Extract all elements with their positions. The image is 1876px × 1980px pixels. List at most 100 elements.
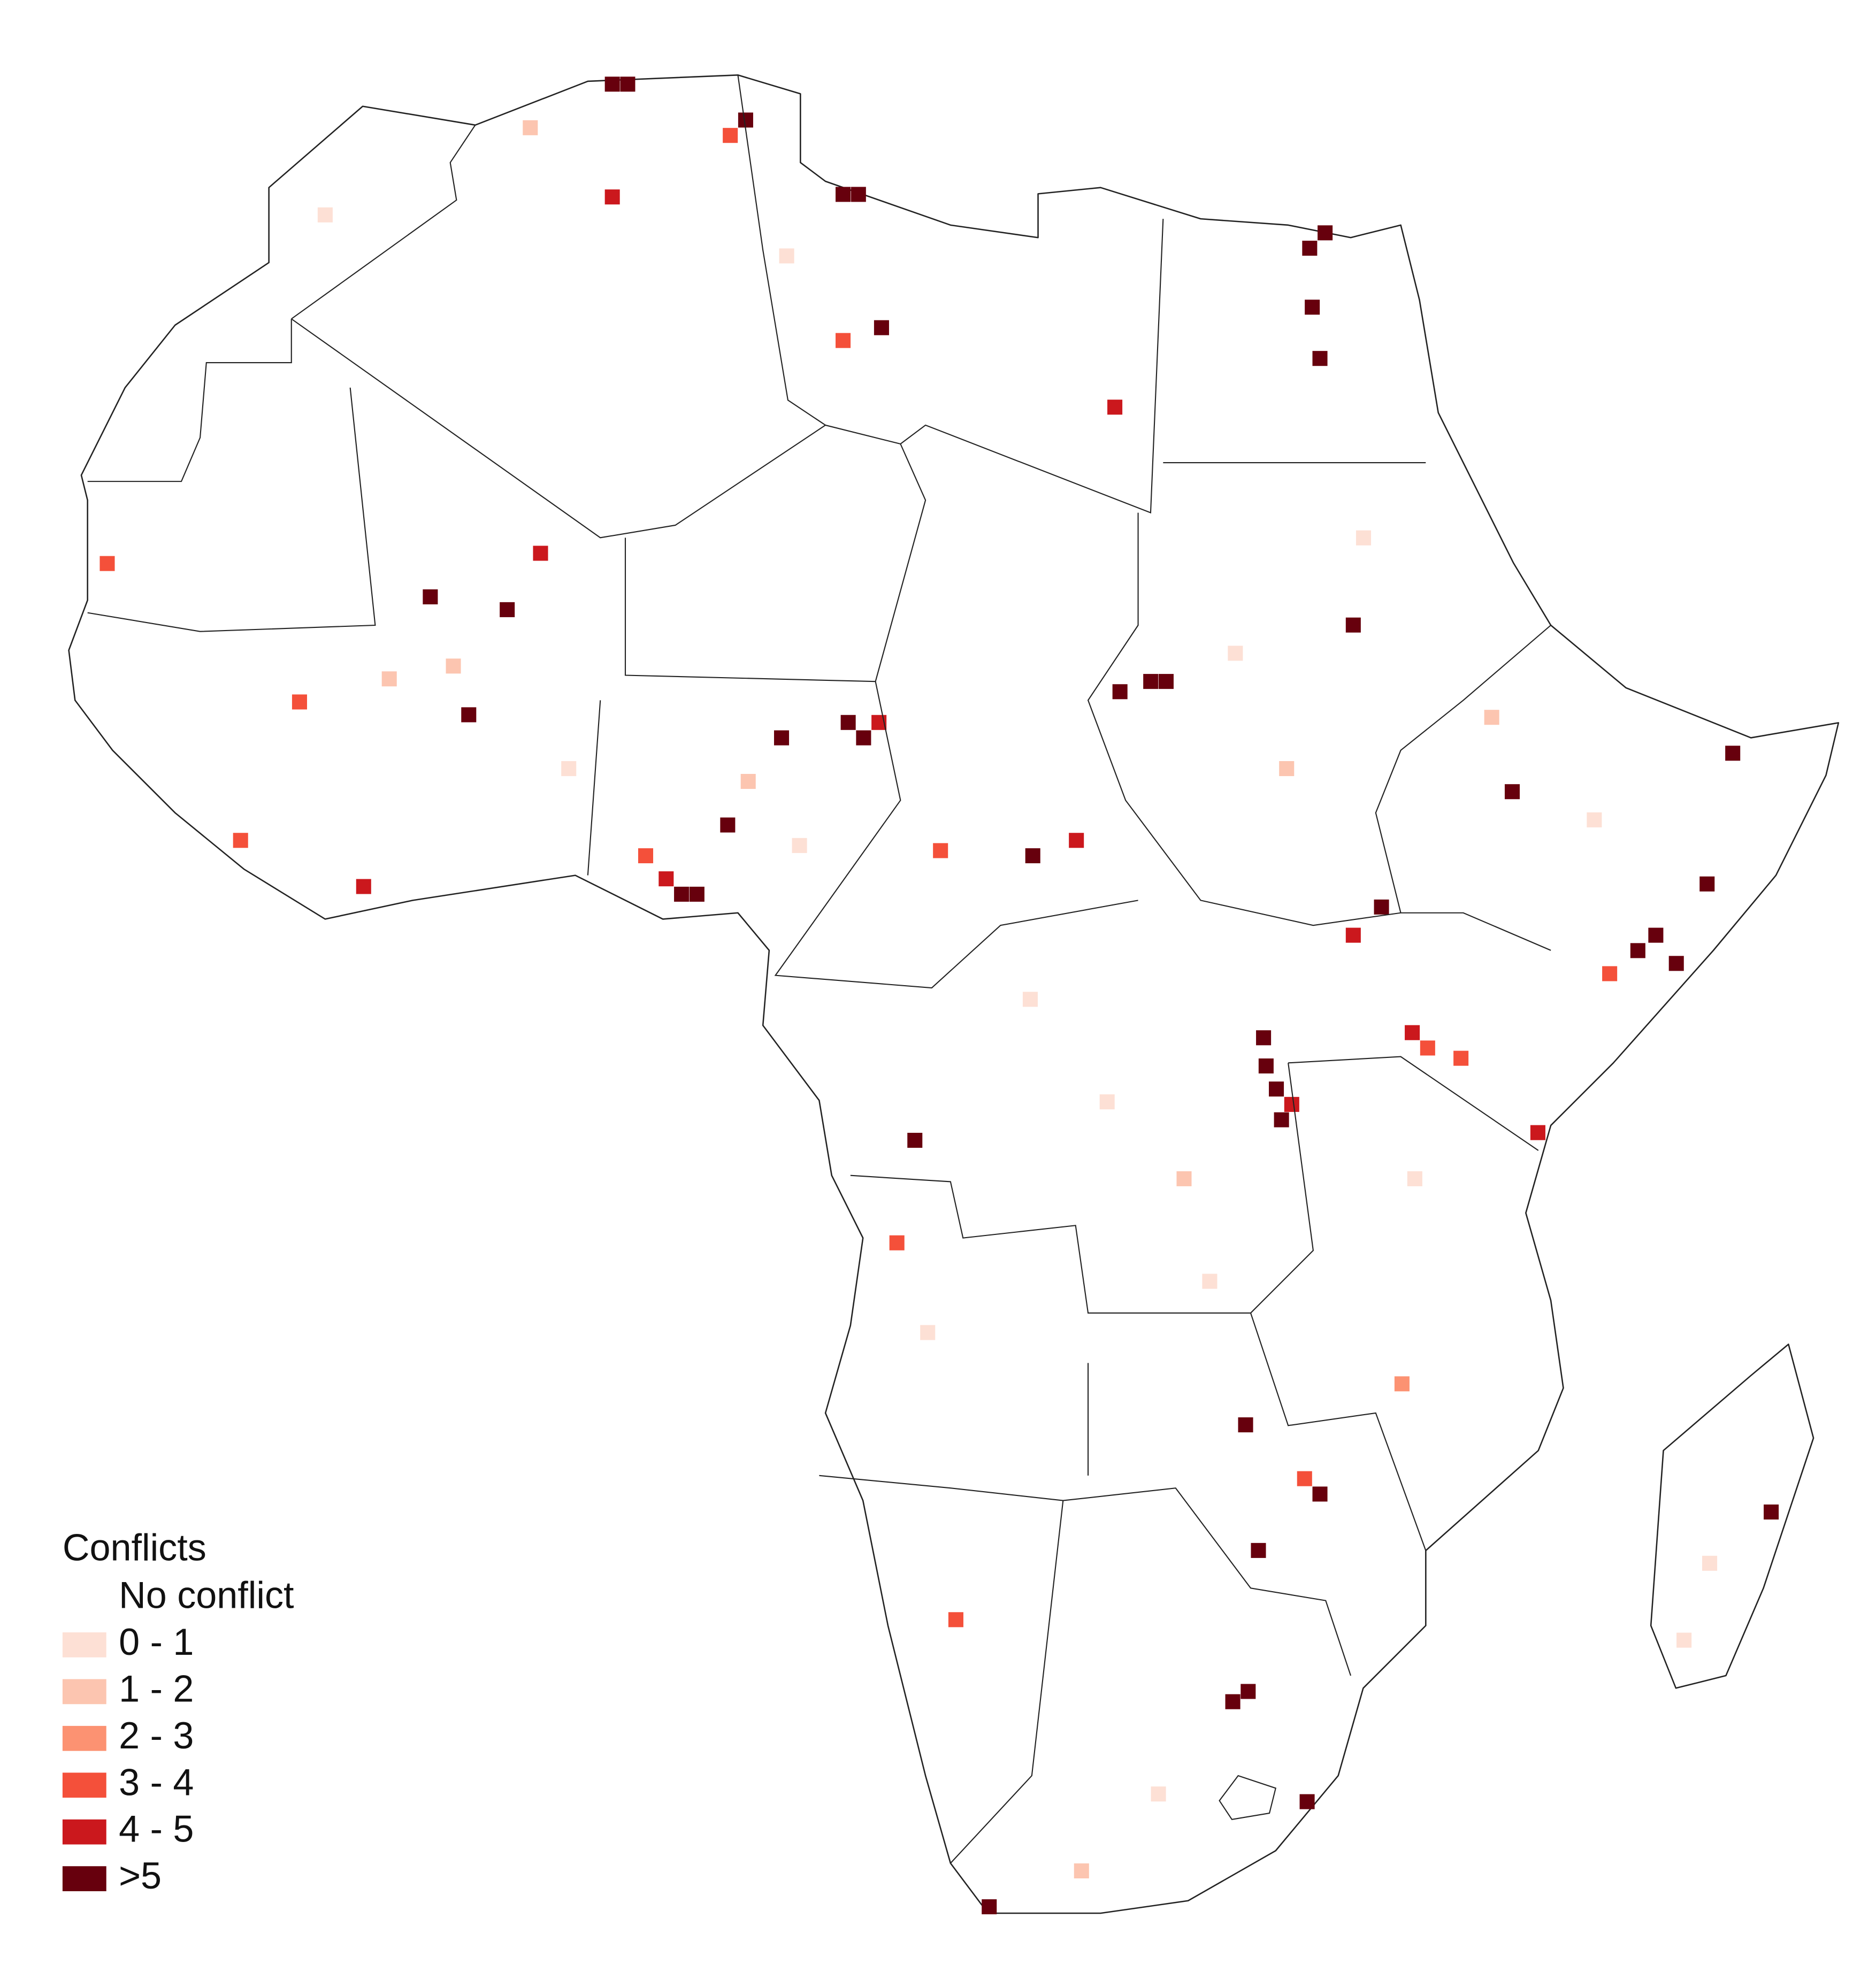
- madagascar-outline: [1650, 1344, 1814, 1689]
- legend-label: >5: [119, 1855, 162, 1897]
- conflict-cell: [851, 187, 866, 202]
- conflict-cell: [356, 879, 371, 894]
- conflict-cell: [233, 833, 248, 848]
- conflict-cell: [1269, 1081, 1284, 1097]
- conflict-cell: [446, 658, 461, 674]
- legend-swatch: [62, 1772, 106, 1798]
- legend-swatch: [62, 1725, 106, 1751]
- conflict-cell: [1107, 400, 1123, 415]
- conflict-cell: [1699, 876, 1715, 892]
- conflict-cell: [933, 843, 948, 858]
- conflict-cell: [1112, 684, 1128, 700]
- border: [1219, 1775, 1277, 1820]
- conflict-cell: [1297, 1471, 1312, 1486]
- conflict-cell: [1420, 1040, 1435, 1056]
- conflict-cell: [317, 207, 333, 222]
- conflict-cell: [1258, 1058, 1274, 1074]
- legend-label: 2 - 3: [119, 1715, 194, 1756]
- border: [1087, 512, 1551, 951]
- conflict-cell: [1251, 1542, 1266, 1558]
- border: [819, 1475, 1352, 1676]
- conflict-cell: [1407, 1171, 1422, 1186]
- conflict-cell: [1453, 1050, 1469, 1066]
- legend-swatch: [62, 1866, 106, 1891]
- conflict-cells: [99, 76, 1779, 1915]
- legend-swatch: [62, 1632, 106, 1657]
- conflict-cell: [1305, 300, 1320, 315]
- conflict-cell: [423, 589, 438, 604]
- conflict-cell: [1158, 674, 1174, 689]
- conflict-cell: [1238, 1417, 1253, 1433]
- conflict-cell: [620, 76, 635, 92]
- conflict-cell: [1602, 966, 1618, 981]
- conflict-cell: [533, 546, 548, 561]
- conflict-cell: [1151, 1786, 1166, 1802]
- border: [1288, 1056, 1539, 1151]
- conflict-cell: [689, 886, 705, 902]
- conflict-cell: [1274, 1112, 1289, 1127]
- conflict-cell: [461, 707, 477, 723]
- legend-label: 0 - 1: [119, 1621, 194, 1663]
- conflict-cell: [836, 333, 851, 348]
- conflict-cell: [1725, 746, 1741, 761]
- conflict-cell: [1318, 225, 1333, 241]
- border: [87, 387, 376, 632]
- conflict-cell: [723, 128, 738, 143]
- legend-title: Conflicts: [63, 1527, 206, 1569]
- map-frame: Conflicts No conflict 0 - 1 1 - 2 2 - 3 3 - …: [62, 74, 1840, 1915]
- conflict-cell: [1099, 1094, 1115, 1110]
- conflict-cell: [836, 187, 851, 202]
- conflict-cell: [1279, 761, 1295, 777]
- border: [291, 125, 476, 320]
- conflict-cell: [1225, 1694, 1241, 1709]
- conflict-cell: [292, 694, 307, 710]
- conflict-cell: [604, 76, 620, 92]
- conflict-cell: [99, 556, 115, 571]
- conflict-cell: [1630, 943, 1645, 958]
- conflict-cell: [1587, 812, 1602, 827]
- border: [1375, 625, 1551, 913]
- conflict-cell: [1074, 1863, 1089, 1879]
- conflict-cell: [1312, 1486, 1328, 1502]
- conflict-cell: [840, 715, 856, 730]
- conflict-cell: [889, 1235, 905, 1250]
- conflict-cell: [658, 871, 674, 887]
- legend-label: 3 - 4: [119, 1761, 194, 1803]
- conflict-cell: [500, 602, 515, 617]
- conflict-cell: [1256, 1030, 1272, 1046]
- conflict-cell: [561, 761, 577, 777]
- legend-label: 4 - 5: [119, 1808, 194, 1850]
- conflict-cell: [523, 120, 538, 135]
- legend-swatch: [62, 1585, 106, 1611]
- borders: [87, 75, 1551, 1864]
- conflict-cell: [1394, 1376, 1410, 1392]
- conflict-cell: [1241, 1684, 1256, 1699]
- legend-swatch: [62, 1819, 106, 1845]
- border: [950, 1313, 1427, 1864]
- conflict-cell: [1530, 1125, 1545, 1140]
- conflict-cell: [381, 671, 397, 687]
- conflict-cell: [948, 1612, 963, 1628]
- conflict-cell: [1022, 992, 1038, 1007]
- conflict-cell: [1302, 241, 1318, 256]
- border: [587, 681, 1138, 989]
- conflict-cell: [1405, 1025, 1420, 1040]
- conflict-cell: [740, 773, 756, 789]
- conflict-cell: [920, 1325, 936, 1340]
- conflict-cell: [720, 817, 736, 833]
- conflict-cell: [1356, 530, 1372, 546]
- conflict-cell: [674, 886, 690, 902]
- conflict-cell: [1345, 617, 1361, 633]
- conflict-cell: [874, 320, 889, 335]
- conflict-cell: [1143, 674, 1159, 689]
- conflict-cell: [1202, 1273, 1218, 1289]
- conflict-cell: [1299, 1794, 1315, 1809]
- border: [737, 75, 826, 426]
- conflict-cell: [1284, 1096, 1299, 1112]
- legend: Conflicts No conflict 0 - 1 1 - 2 2 - 3 3 - …: [62, 1527, 294, 1897]
- conflict-cell: [1668, 956, 1684, 971]
- conflict-cell: [1228, 646, 1243, 661]
- conflict-cell: [774, 730, 790, 746]
